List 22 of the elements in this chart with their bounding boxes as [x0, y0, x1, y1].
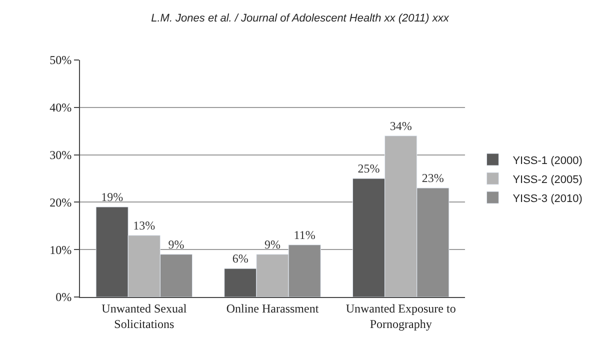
y-tick-label: 50%: [50, 53, 72, 68]
legend-label: YISS-3 (2010): [512, 192, 582, 205]
data-label: 13%: [133, 218, 156, 232]
y-tick-label: 40%: [50, 100, 72, 115]
data-label: 11%: [294, 228, 316, 242]
data-label: 19%: [101, 190, 124, 204]
legend-label: YISS-2 (2005): [512, 174, 582, 186]
y-tick-label: 0%: [56, 290, 72, 304]
data-label: 6%: [232, 252, 248, 266]
x-tick-label: Unwanted Exposure to Pornography: [346, 301, 456, 331]
y-tick-label: 30%: [50, 148, 72, 162]
data-label: 9%: [168, 237, 184, 252]
chart-title: L.M. Jones et al. / Journal of Adolescent Health xx (2011) xxx: [151, 12, 450, 24]
data-label: 23%: [422, 170, 444, 185]
data-label: 9%: [264, 237, 280, 252]
y-tick-label: 10%: [50, 242, 72, 257]
legend-label: YISS-1 (2000): [512, 154, 582, 167]
y-tick-label: 20%: [50, 195, 72, 210]
data-label: 34%: [390, 118, 412, 133]
x-tick-label: Unwanted Sexual Solicitations: [102, 301, 188, 331]
x-tick-label: Online Harassment: [226, 301, 320, 316]
data-label: 25%: [358, 162, 380, 176]
